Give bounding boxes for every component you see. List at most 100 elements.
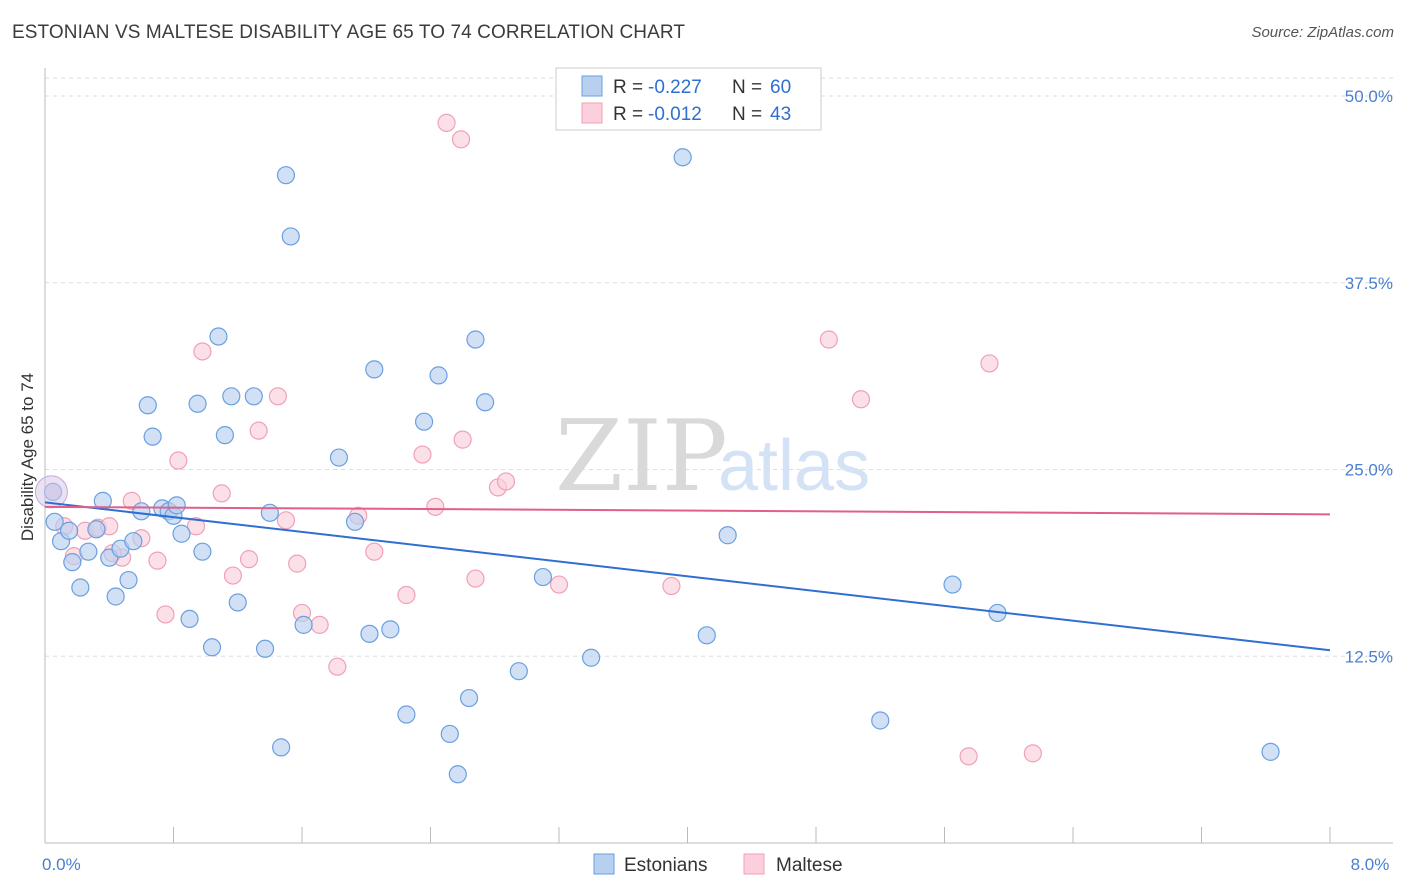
estonian-point-28 (222, 387, 241, 406)
estonian-point-27 (215, 426, 234, 445)
maltese-point-9 (148, 551, 167, 570)
bottom-legend-swatch-maltese (743, 853, 765, 875)
x-tick-label-0: 0.0% (42, 855, 81, 874)
watermark-zip: ZIP (555, 400, 728, 514)
estonian-point-23 (188, 394, 207, 413)
legend-n-label-1: N = (732, 77, 762, 98)
maltese-point-30 (451, 130, 471, 149)
estonian-point-1 (45, 512, 64, 531)
y-tick-label-1: 25.0% (1345, 461, 1393, 480)
estonian-point-41 (381, 620, 400, 639)
estonian-point-16 (143, 427, 162, 446)
y-tick-label-0: 12.5% (1345, 647, 1393, 666)
trend-lines (44, 501, 1331, 652)
legend-r-label-1: R = (613, 77, 643, 98)
estonian-point-14 (132, 502, 151, 521)
maltese-point-40 (980, 354, 999, 373)
estonian-point-15 (138, 396, 157, 415)
trend-line-maltese (44, 505, 1331, 516)
maltese-point-32 (466, 569, 485, 588)
estonian-point-7 (87, 520, 106, 539)
estonian-point-46 (448, 765, 467, 784)
legend-n-value-2: 43 (770, 104, 791, 125)
bottom-legend-swatch-estonians (593, 853, 615, 875)
gridlines (45, 77, 1393, 657)
estonian-point-12 (119, 570, 138, 590)
bottom-legend: Estonians Maltese (593, 853, 843, 876)
watermark: ZIP atlas (555, 400, 870, 514)
legend-n-value-1: 60 (770, 77, 791, 98)
legend-n-label-2: N = (732, 104, 762, 125)
estonian-point-57 (943, 575, 962, 594)
maltese-point-18 (268, 387, 288, 406)
maltese-point-17 (249, 421, 268, 440)
estonian-point-51 (533, 567, 553, 587)
maltese-point-29 (437, 113, 456, 132)
estonian-point-35 (281, 227, 300, 246)
maltese-point-28 (426, 497, 445, 516)
estonian-point-50 (509, 662, 528, 681)
legend-r-value-1: -0.227 (648, 77, 702, 98)
estonian-point-42 (397, 705, 416, 724)
legend-r-label-2: R = (613, 104, 643, 125)
estonian-point-43 (414, 412, 434, 431)
estonian-point-5 (71, 578, 90, 597)
estonian-point-48 (466, 330, 485, 349)
estonian-point-13 (124, 532, 143, 551)
maltese-point-25 (365, 542, 384, 561)
estonian-point-47 (459, 688, 479, 708)
y-tick-label-2: 37.5% (1345, 274, 1393, 293)
maltese-point-36 (662, 576, 681, 596)
maltese-point-16 (239, 550, 259, 569)
legend-r-value-2: -0.012 (648, 104, 702, 125)
watermark-atlas: atlas (718, 426, 870, 506)
maltese-point-23 (328, 657, 347, 676)
maltese-point-20 (288, 554, 307, 573)
x-tick-label-1: 8.0% (1351, 855, 1390, 874)
estonian-point-38 (345, 512, 365, 531)
estonian-point-49 (476, 393, 495, 412)
estonian-point-59 (1261, 742, 1280, 761)
maltese-point-26 (397, 585, 416, 605)
estonian-point-10 (106, 587, 125, 606)
maltese-point-41 (1023, 744, 1042, 763)
tick-labels: 12.5% 25.0% 37.5% 50.0% 0.0% 8.0% (42, 87, 1393, 874)
legend-swatch-estonians (581, 75, 603, 97)
maltese-point-13 (193, 342, 212, 361)
maltese-point-37 (819, 330, 838, 349)
maltese-point-35 (549, 575, 569, 594)
maltese-point-39 (959, 747, 978, 766)
estonian-point-37 (329, 448, 349, 467)
maltese-point-12 (186, 517, 206, 536)
maltese-point-38 (851, 390, 871, 409)
estonian-point-4 (63, 553, 82, 572)
y-axis-label: Disability Age 65 to 74 (18, 373, 37, 541)
estonian-point-45 (440, 724, 459, 744)
estonian-point-31 (255, 639, 275, 658)
chart-title: ESTONIAN VS MALTESE DISABILITY AGE 65 TO… (12, 22, 686, 43)
estonian-point-24 (193, 542, 212, 561)
maltese-point-11 (169, 451, 188, 470)
estonian-point-3 (59, 521, 79, 540)
estonian-point-56 (871, 711, 890, 730)
estonian-point-25 (202, 638, 222, 657)
estonian-point-30 (244, 387, 263, 406)
estonian-point-39 (360, 624, 379, 643)
maltese-point-19 (276, 511, 296, 530)
maltese-point-31 (453, 430, 472, 449)
source-label: Source: ZipAtlas.com (1251, 24, 1394, 41)
estonian-point-44 (429, 366, 448, 385)
maltese-point-34 (496, 472, 516, 491)
estonian-point-40 (365, 360, 384, 379)
estonian-point-6 (79, 542, 98, 561)
bottom-legend-estonians: Estonians (624, 855, 707, 876)
bottom-legend-maltese: Maltese (776, 855, 843, 876)
cluster-point (34, 475, 68, 509)
trend-line-estonians (44, 501, 1331, 652)
y-tick-label-3: 50.0% (1345, 87, 1393, 106)
estonian-point-54 (697, 626, 716, 645)
estonian-point-20 (167, 496, 186, 515)
scatter-points (34, 113, 1280, 784)
estonian-point-53 (673, 148, 692, 167)
